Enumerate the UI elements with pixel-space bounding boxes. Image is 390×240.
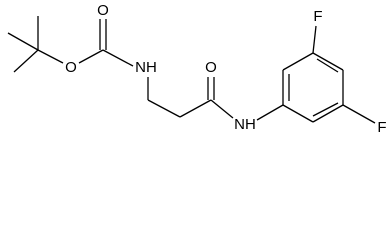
atom-label: O [97,2,109,19]
molecule-diagram: O O NH O NH F F [7,2,387,136]
atom-label: F [377,119,386,136]
atom-label: NH [135,59,157,76]
atom-label: F [313,8,322,25]
atom-label: NH [234,116,256,133]
atom-label: O [205,59,217,76]
atom-label: O [65,59,77,76]
bonds [7,16,376,124]
